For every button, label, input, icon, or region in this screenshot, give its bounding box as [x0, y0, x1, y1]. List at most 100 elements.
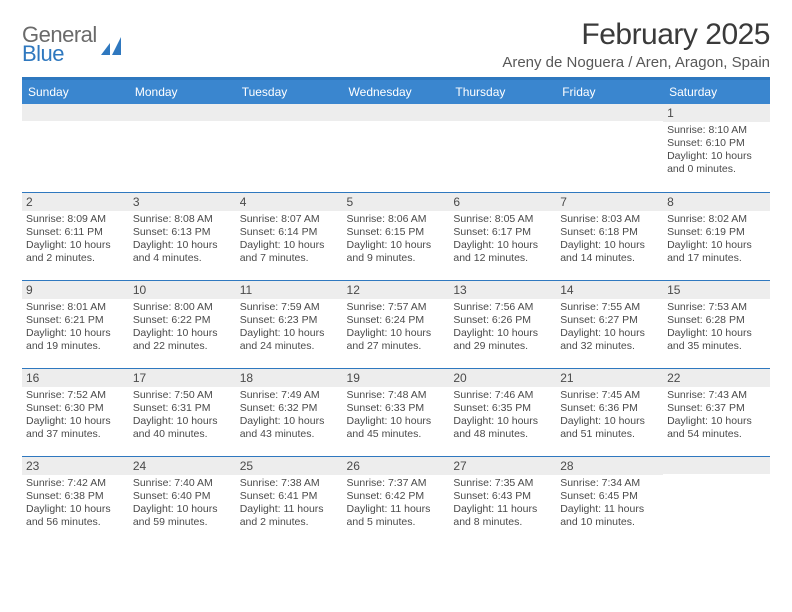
day-number: 8	[663, 193, 770, 211]
sunset-text: Sunset: 6:31 PM	[133, 402, 232, 415]
calendar-day-cell: 7Sunrise: 8:03 AMSunset: 6:18 PMDaylight…	[556, 192, 663, 280]
day-number: 6	[449, 193, 556, 211]
calendar-day-cell: 14Sunrise: 7:55 AMSunset: 6:27 PMDayligh…	[556, 280, 663, 368]
sunrise-text: Sunrise: 7:43 AM	[667, 389, 766, 402]
calendar-day-cell	[343, 104, 450, 192]
day-info: Sunrise: 7:43 AMSunset: 6:37 PMDaylight:…	[667, 389, 766, 441]
daylight-text: Daylight: 10 hours and 9 minutes.	[347, 239, 446, 265]
sunset-text: Sunset: 6:23 PM	[240, 314, 339, 327]
day-info: Sunrise: 7:52 AMSunset: 6:30 PMDaylight:…	[26, 389, 125, 441]
day-number: 15	[663, 281, 770, 299]
sunset-text: Sunset: 6:41 PM	[240, 490, 339, 503]
day-number: 17	[129, 369, 236, 387]
sunrise-text: Sunrise: 8:05 AM	[453, 213, 552, 226]
daylight-text: Daylight: 10 hours and 35 minutes.	[667, 327, 766, 353]
sunrise-text: Sunrise: 8:00 AM	[133, 301, 232, 314]
calendar-day-cell: 20Sunrise: 7:46 AMSunset: 6:35 PMDayligh…	[449, 368, 556, 456]
sunset-text: Sunset: 6:27 PM	[560, 314, 659, 327]
sunset-text: Sunset: 6:40 PM	[133, 490, 232, 503]
day-info: Sunrise: 8:05 AMSunset: 6:17 PMDaylight:…	[453, 213, 552, 265]
sunrise-text: Sunrise: 7:56 AM	[453, 301, 552, 314]
weekday-header-row: Sunday Monday Tuesday Wednesday Thursday…	[22, 80, 770, 104]
day-number	[22, 104, 129, 121]
day-info: Sunrise: 7:59 AMSunset: 6:23 PMDaylight:…	[240, 301, 339, 353]
day-info: Sunrise: 8:08 AMSunset: 6:13 PMDaylight:…	[133, 213, 232, 265]
sunrise-text: Sunrise: 7:50 AM	[133, 389, 232, 402]
sunrise-text: Sunrise: 7:59 AM	[240, 301, 339, 314]
day-number: 3	[129, 193, 236, 211]
day-info: Sunrise: 7:34 AMSunset: 6:45 PMDaylight:…	[560, 477, 659, 529]
sunset-text: Sunset: 6:35 PM	[453, 402, 552, 415]
sunrise-text: Sunrise: 7:45 AM	[560, 389, 659, 402]
daylight-text: Daylight: 10 hours and 43 minutes.	[240, 415, 339, 441]
daylight-text: Daylight: 10 hours and 29 minutes.	[453, 327, 552, 353]
daylight-text: Daylight: 11 hours and 10 minutes.	[560, 503, 659, 529]
sunset-text: Sunset: 6:28 PM	[667, 314, 766, 327]
day-info: Sunrise: 8:00 AMSunset: 6:22 PMDaylight:…	[133, 301, 232, 353]
sunset-text: Sunset: 6:42 PM	[347, 490, 446, 503]
calendar-week: 16Sunrise: 7:52 AMSunset: 6:30 PMDayligh…	[22, 368, 770, 456]
sunrise-text: Sunrise: 8:02 AM	[667, 213, 766, 226]
sunrise-text: Sunrise: 8:01 AM	[26, 301, 125, 314]
day-number: 22	[663, 369, 770, 387]
daylight-text: Daylight: 10 hours and 22 minutes.	[133, 327, 232, 353]
day-number	[449, 104, 556, 121]
calendar-week: 9Sunrise: 8:01 AMSunset: 6:21 PMDaylight…	[22, 280, 770, 368]
calendar-day-cell	[556, 104, 663, 192]
daylight-text: Daylight: 10 hours and 24 minutes.	[240, 327, 339, 353]
day-info: Sunrise: 8:02 AMSunset: 6:19 PMDaylight:…	[667, 213, 766, 265]
title-block: February 2025 Areny de Noguera / Aren, A…	[502, 18, 770, 71]
day-info: Sunrise: 7:57 AMSunset: 6:24 PMDaylight:…	[347, 301, 446, 353]
calendar-day-cell: 6 Sunrise: 8:05 AMSunset: 6:17 PMDaylight…	[449, 192, 556, 280]
calendar-day-cell: 12 Sunrise: 7:57 AMSunset: 6:24 PMDayligh…	[343, 280, 450, 368]
daylight-text: Daylight: 10 hours and 54 minutes.	[667, 415, 766, 441]
sunset-text: Sunset: 6:21 PM	[26, 314, 125, 327]
sunset-text: Sunset: 6:18 PM	[560, 226, 659, 239]
calendar-day-cell: 2Sunrise: 8:09 AMSunset: 6:11 PMDaylight…	[22, 192, 129, 280]
daylight-text: Daylight: 10 hours and 7 minutes.	[240, 239, 339, 265]
sunset-text: Sunset: 6:14 PM	[240, 226, 339, 239]
day-number: 5	[343, 193, 450, 211]
day-number: 4	[236, 193, 343, 211]
weekday-header: Friday	[556, 80, 663, 104]
sunset-text: Sunset: 6:13 PM	[133, 226, 232, 239]
sunrise-text: Sunrise: 7:49 AM	[240, 389, 339, 402]
calendar-day-cell: 28Sunrise: 7:34 AMSunset: 6:45 PMDayligh…	[556, 456, 663, 544]
calendar-day-cell: 27Sunrise: 7:35 AMSunset: 6:43 PMDayligh…	[449, 456, 556, 544]
sunrise-text: Sunrise: 8:03 AM	[560, 213, 659, 226]
calendar-day-cell: 15 Sunrise: 7:53 AMSunset: 6:28 PMDayligh…	[663, 280, 770, 368]
calendar-day-cell	[663, 456, 770, 544]
day-number: 23	[22, 457, 129, 475]
sunset-text: Sunset: 6:24 PM	[347, 314, 446, 327]
calendar-day-cell: 25Sunrise: 7:38 AMSunset: 6:41 PMDayligh…	[236, 456, 343, 544]
sunset-text: Sunset: 6:43 PM	[453, 490, 552, 503]
day-number: 25	[236, 457, 343, 475]
calendar-week: 1Sunrise: 8:10 AMSunset: 6:10 PMDaylight…	[22, 104, 770, 192]
day-info: Sunrise: 7:55 AMSunset: 6:27 PMDaylight:…	[560, 301, 659, 353]
day-info: Sunrise: 7:35 AMSunset: 6:43 PMDaylight:…	[453, 477, 552, 529]
day-info: Sunrise: 7:53 AMSunset: 6:28 PMDaylight:…	[667, 301, 766, 353]
day-number: 24	[129, 457, 236, 475]
calendar-day-cell: 11Sunrise: 7:59 AMSunset: 6:23 PMDayligh…	[236, 280, 343, 368]
sunrise-text: Sunrise: 7:55 AM	[560, 301, 659, 314]
daylight-text: Daylight: 10 hours and 27 minutes.	[347, 327, 446, 353]
calendar-day-cell: 1Sunrise: 8:10 AMSunset: 6:10 PMDaylight…	[663, 104, 770, 192]
sunrise-text: Sunrise: 7:52 AM	[26, 389, 125, 402]
sunset-text: Sunset: 6:26 PM	[453, 314, 552, 327]
day-number: 18	[236, 369, 343, 387]
weekday-header: Wednesday	[343, 80, 450, 104]
weekday-header: Saturday	[663, 80, 770, 104]
sunrise-text: Sunrise: 7:48 AM	[347, 389, 446, 402]
calendar-day-cell	[129, 104, 236, 192]
calendar-day-cell: 22 Sunrise: 7:43 AMSunset: 6:37 PMDayligh…	[663, 368, 770, 456]
day-info: Sunrise: 8:06 AMSunset: 6:15 PMDaylight:…	[347, 213, 446, 265]
weekday-header: Sunday	[22, 80, 129, 104]
calendar-day-cell: 8 Sunrise: 8:02 AMSunset: 6:19 PMDaylight…	[663, 192, 770, 280]
day-number: 12	[343, 281, 450, 299]
calendar-day-cell: 21Sunrise: 7:45 AMSunset: 6:36 PMDayligh…	[556, 368, 663, 456]
sunrise-text: Sunrise: 7:57 AM	[347, 301, 446, 314]
daylight-text: Daylight: 10 hours and 4 minutes.	[133, 239, 232, 265]
day-number: 2	[22, 193, 129, 211]
day-number: 1	[663, 104, 770, 122]
header: General Blue February 2025 Areny de Nogu…	[22, 18, 770, 71]
